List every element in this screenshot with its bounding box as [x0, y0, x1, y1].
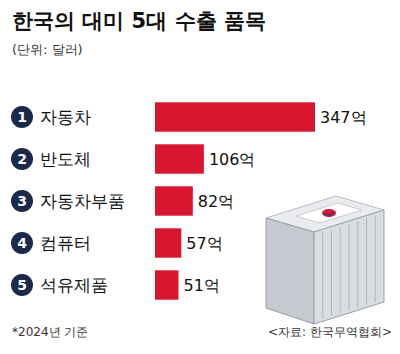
container-rib	[357, 221, 358, 307]
category-label: 석유제품	[40, 275, 108, 295]
container-rib	[375, 216, 376, 302]
data-label: 57억	[186, 234, 222, 253]
flag	[296, 203, 362, 223]
flag-emblem	[322, 212, 336, 216]
bar	[155, 144, 204, 173]
rank-badge	[11, 274, 33, 296]
rank-label: 1	[17, 109, 27, 125]
bar	[155, 186, 193, 215]
bars	[155, 102, 315, 299]
bar	[155, 270, 179, 299]
rank-label: 2	[17, 151, 27, 167]
data-label: 106억	[209, 150, 256, 169]
category-label: 컴퓨터	[40, 233, 91, 253]
category-labels: 1 자동차 2 반도체 3 자동차부품 4 컴퓨터 5 석유제품	[11, 106, 125, 296]
container-side	[266, 218, 314, 324]
category-label: 자동차	[40, 107, 91, 127]
container-front	[314, 210, 384, 324]
data-label: 347억	[320, 108, 367, 127]
rank-badge	[11, 106, 33, 128]
data-label: 82억	[198, 192, 234, 211]
rank-label: 4	[17, 235, 27, 251]
rank-label: 3	[17, 193, 27, 209]
container-rib	[366, 219, 367, 305]
data-label: 51억	[184, 276, 220, 295]
category-label: 자동차부품	[40, 191, 125, 211]
category-label: 반도체	[40, 149, 91, 169]
container-rib	[340, 227, 341, 313]
rank-badge	[11, 148, 33, 170]
container-rib	[322, 232, 323, 318]
source: <자료: 한국무역협회>	[268, 325, 392, 339]
rank-badge	[11, 232, 33, 254]
bar	[155, 102, 315, 131]
bar	[155, 228, 181, 257]
rank-label: 5	[17, 277, 27, 293]
container-rib	[331, 230, 332, 316]
rank-badge	[11, 190, 33, 212]
chart: 한국의 대미 5대 수출 품목 (단위: 달러) 1 자동차 2 반도체 3 자동차부품 4 컴퓨…	[0, 0, 400, 354]
subtitle: (단위: 달러)	[12, 42, 83, 57]
note: *2024년 기준	[12, 325, 88, 339]
data-labels: 347억 106억 82억 57억 51억	[184, 108, 367, 295]
container-rib	[349, 224, 350, 310]
title: 한국의 대미 5대 수출 품목	[12, 9, 266, 33]
container-icon	[266, 196, 384, 324]
flag-emblem	[322, 209, 336, 217]
